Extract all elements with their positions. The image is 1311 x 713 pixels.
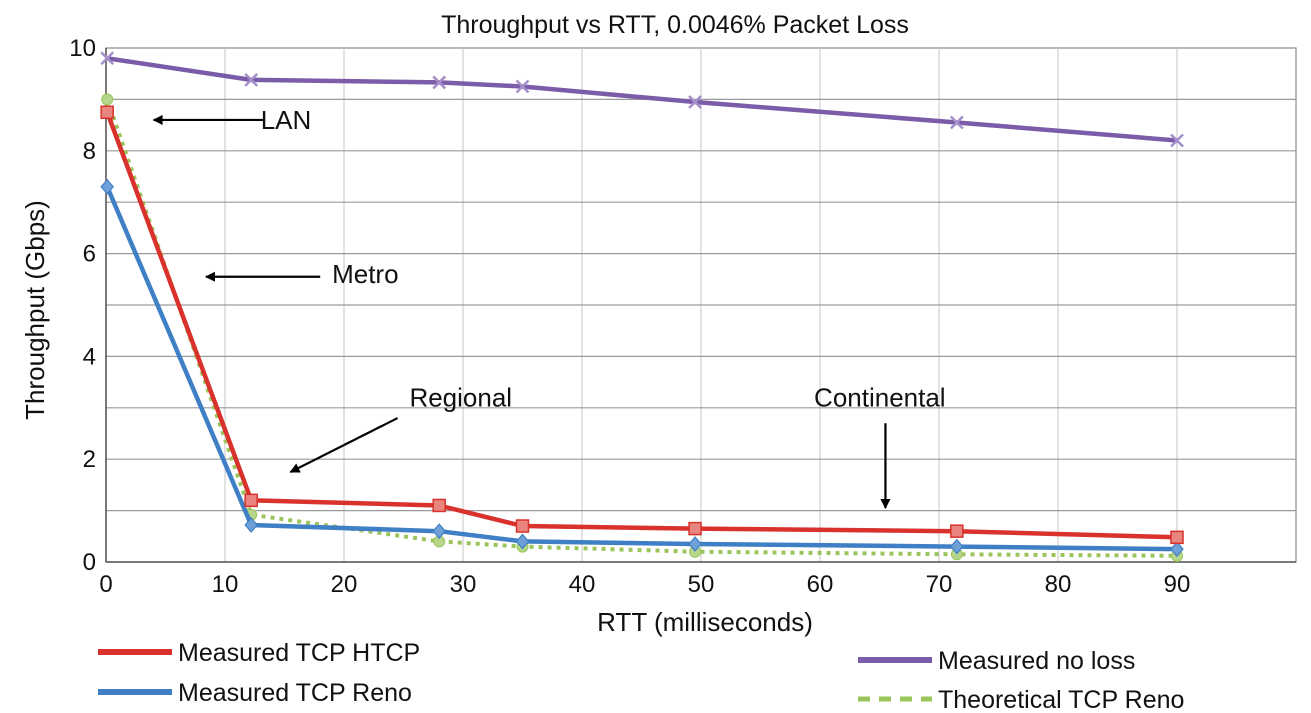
- x-axis-label: RTT (milliseconds): [597, 607, 813, 637]
- series-point: [515, 519, 530, 533]
- series-measured-tcp-htcp: [100, 105, 1184, 545]
- series-point: [950, 538, 964, 555]
- series-point: [100, 105, 114, 119]
- series-point: [244, 72, 259, 87]
- series-point: [244, 517, 258, 533]
- legend-label: Measured TCP HTCP: [178, 639, 420, 667]
- y-tick-label: 2: [83, 446, 96, 473]
- annotation-label: Metro: [332, 259, 398, 289]
- series-point: [432, 75, 447, 90]
- y-tick-label: 10: [69, 35, 96, 62]
- series-point: [688, 95, 702, 109]
- series-layer: [100, 51, 1184, 562]
- series-point: [100, 51, 115, 66]
- x-tick-label: 60: [807, 571, 834, 598]
- x-tick-label: 0: [99, 571, 112, 598]
- legend-item-measured-tcp-reno: Measured TCP Reno: [98, 679, 412, 707]
- series-point: [688, 521, 702, 536]
- x-tick-label: 10: [212, 571, 239, 598]
- series-point: [432, 523, 446, 540]
- annotation-lan: LAN: [152, 105, 312, 135]
- annotation-label: Regional: [409, 383, 512, 413]
- series-point: [244, 493, 258, 508]
- series-point: [1170, 133, 1184, 148]
- series-measured-no-loss: [100, 51, 1184, 148]
- x-tick-label: 40: [569, 571, 596, 598]
- series-point: [515, 533, 530, 550]
- annotations-layer: LAN Metro Regional Continental: [152, 105, 946, 510]
- series-point: [949, 115, 964, 130]
- annotation-regional: Regional: [289, 383, 512, 474]
- series-point: [100, 178, 114, 195]
- y-axis-label: Throughput (Gbps): [20, 200, 50, 420]
- series-point: [1170, 541, 1184, 558]
- y-tick-label: 4: [83, 343, 96, 370]
- series-point: [950, 524, 964, 538]
- x-tick-label: 80: [1045, 571, 1072, 598]
- x-tick-label: 70: [926, 571, 953, 598]
- legend: Measured TCP HTCP Measured TCP Reno Measur…: [98, 639, 1184, 713]
- annotation-label: LAN: [261, 105, 312, 135]
- axes: 0 10 20 30 40 50 60 70 80 90 0 2 4 6 8 10: [69, 35, 1296, 598]
- series-point: [688, 536, 702, 552]
- annotation-continental: Continental: [814, 383, 946, 510]
- legend-item-measured-tcp-htcp: Measured TCP HTCP: [98, 639, 420, 667]
- legend-item-theoretical-tcp-reno: Theoretical TCP Reno: [858, 686, 1184, 713]
- series-point: [1170, 530, 1184, 545]
- legend-label: Measured TCP Reno: [178, 679, 412, 707]
- x-tick-label: 50: [688, 571, 715, 598]
- chart-title: Throughput vs RTT, 0.0046% Packet Loss: [441, 11, 909, 39]
- series-measured-tcp-reno: [100, 178, 1184, 558]
- legend-label: Measured no loss: [938, 647, 1135, 675]
- grid-lines: [106, 48, 1296, 562]
- legend-item-measured-no-loss: Measured no loss: [858, 647, 1135, 675]
- series-point: [432, 498, 446, 513]
- x-tick-label: 30: [450, 571, 477, 598]
- annotation-metro: Metro: [204, 259, 399, 289]
- series-point: [101, 93, 114, 106]
- annotation-arrow: [289, 417, 399, 474]
- x-tick-label: 90: [1164, 571, 1191, 598]
- y-tick-label: 8: [83, 138, 96, 165]
- annotation-label: Continental: [814, 383, 946, 413]
- legend-label: Theoretical TCP Reno: [938, 686, 1184, 713]
- y-tick-label: 6: [83, 241, 96, 268]
- series-point: [515, 79, 530, 94]
- y-tick-label: 0: [83, 549, 96, 576]
- x-tick-label: 20: [331, 571, 358, 598]
